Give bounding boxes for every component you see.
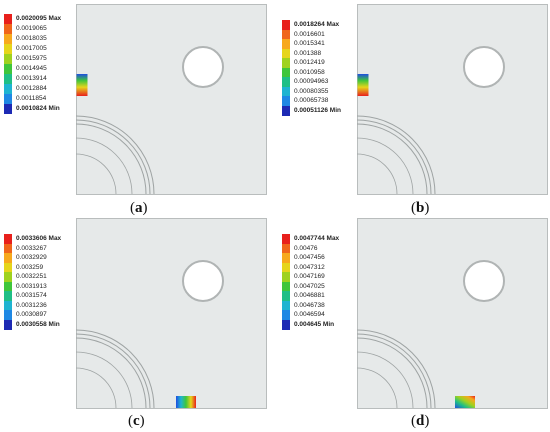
legend-swatch xyxy=(4,74,12,84)
legend-swatch xyxy=(4,24,12,34)
plate-model-c xyxy=(76,218,267,409)
legend-swatch xyxy=(4,14,12,24)
hot-spot-b xyxy=(357,74,369,96)
legend-level-label: 0.0015341 xyxy=(294,40,325,47)
legend-swatch xyxy=(282,48,290,59)
legend-level-label: 0.0033267 xyxy=(16,244,47,252)
legend-max-label: 0.0018264 Max xyxy=(294,21,340,28)
legend-swatch xyxy=(282,29,290,40)
legend-level-label: 0.0031913 xyxy=(16,282,47,290)
legend-swatch xyxy=(4,34,12,44)
legend-level-label: 0.0046594 xyxy=(294,311,325,318)
legend-swatch xyxy=(4,243,12,254)
plate-model-b xyxy=(357,4,548,195)
legend-swatch xyxy=(282,105,290,116)
legend-swatch xyxy=(282,291,290,301)
legend-level-label: 0.0032251 xyxy=(16,273,47,280)
legend-swatch xyxy=(282,272,290,282)
legend-level-label: 0.0013914 xyxy=(16,75,47,82)
legend-level-label: 0.0012884 xyxy=(16,85,47,92)
legend-min-label: 0.0010824 Min xyxy=(16,105,60,112)
legend-swatch xyxy=(282,58,290,68)
legend-swatch xyxy=(282,253,290,263)
panel-c: 0.0033606 Max 0.0033267 0.0032929 0.0032… xyxy=(0,216,275,432)
legend-swatch xyxy=(4,281,12,292)
legend-swatch xyxy=(4,319,12,330)
legend-swatch xyxy=(4,272,12,282)
legend-swatch xyxy=(282,300,290,311)
plate-model-a xyxy=(76,4,267,195)
panel-d: 0.0047744 Max 0.00476 0.0047456 0.004731… xyxy=(278,216,550,432)
legend-swatch xyxy=(282,67,290,78)
hot-spot-c xyxy=(176,396,196,408)
legend-swatch xyxy=(4,84,12,94)
legend-swatch xyxy=(4,54,12,64)
legend-level-label: 0.00094963 xyxy=(294,78,329,85)
legend-swatch xyxy=(4,291,12,301)
legend-level-label: 0.0011854 xyxy=(16,95,47,102)
legend-max-label: 0.0020095 Max xyxy=(16,15,62,22)
caption-d: (d) xyxy=(411,413,430,429)
caption-b: (b) xyxy=(411,200,430,216)
legend-level-label: 0.0031236 xyxy=(16,301,47,309)
legend-swatch xyxy=(4,310,12,320)
legend-min-label: 0.004645 Min xyxy=(294,320,335,328)
legend-level-label: 0.0010958 xyxy=(294,68,325,76)
legend-level-label: 0.0046881 xyxy=(294,292,325,299)
legend-swatch xyxy=(282,96,290,106)
legend-level-label: 0.001388 xyxy=(294,49,322,57)
legend-level-label: 0.0046738 xyxy=(294,301,325,309)
legend-level-label: 0.0047025 xyxy=(294,282,325,290)
legend-swatch xyxy=(282,243,290,254)
legend-level-label: 0.003259 xyxy=(16,263,44,271)
legend-level-label: 0.0017005 xyxy=(16,45,47,52)
legend-swatch xyxy=(4,64,12,74)
legend-max-label: 0.0047744 Max xyxy=(294,235,340,242)
legend-swatch xyxy=(282,39,290,49)
legend-swatch xyxy=(282,77,290,87)
legend-swatch xyxy=(4,104,12,114)
legend-level-label: 0.00065738 xyxy=(294,97,329,104)
legend-swatch xyxy=(4,300,12,311)
legend-min-label: 0.00051126 Min xyxy=(294,106,341,114)
legend-level-label: 0.0019065 xyxy=(16,25,47,32)
hot-spot-a xyxy=(76,74,88,96)
legend-swatch xyxy=(4,262,12,273)
legend-level-label: 0.00476 xyxy=(294,244,318,252)
legend-level-label: 0.00080355 xyxy=(294,87,329,95)
legend-min-label: 0.0030558 Min xyxy=(16,320,60,328)
legend-level-label: 0.0016601 xyxy=(294,30,325,38)
legend-swatch xyxy=(4,234,12,244)
plate-model-d xyxy=(357,218,548,409)
hot-spot-d xyxy=(455,396,475,408)
legend-swatch xyxy=(282,86,290,97)
legend-level-label: 0.0047169 xyxy=(294,273,325,280)
legend-swatch xyxy=(282,234,290,244)
legend-swatch xyxy=(282,262,290,273)
legend-level-label: 0.0014945 xyxy=(16,65,47,72)
legend-max-label: 0.0033606 Max xyxy=(16,235,62,242)
legend-swatch xyxy=(282,20,290,30)
legend-level-label: 0.0030897 xyxy=(16,311,47,318)
legend-swatch xyxy=(282,310,290,320)
caption-c: (c) xyxy=(128,413,145,429)
legend-swatch xyxy=(4,94,12,104)
panel-b: 0.0018264 Max 0.0016601 0.0015341 0.0013… xyxy=(278,0,550,216)
panel-a: 0.0020095 Max 0.0019065 0.0018035 0.0017… xyxy=(0,0,275,216)
legend-swatch xyxy=(282,319,290,330)
legend-level-label: 0.0047456 xyxy=(294,254,325,261)
legend-level-label: 0.0032929 xyxy=(16,254,47,261)
legend-level-label: 0.0012419 xyxy=(294,59,325,66)
legend-swatch xyxy=(282,281,290,292)
legend-swatch xyxy=(4,253,12,263)
legend-level-label: 0.0031574 xyxy=(16,292,47,299)
legend-level-label: 0.0018035 xyxy=(16,35,47,42)
caption-a: (a) xyxy=(130,200,148,216)
legend-level-label: 0.0047312 xyxy=(294,263,325,271)
legend-level-label: 0.0015975 xyxy=(16,55,47,62)
legend-swatch xyxy=(4,44,12,54)
